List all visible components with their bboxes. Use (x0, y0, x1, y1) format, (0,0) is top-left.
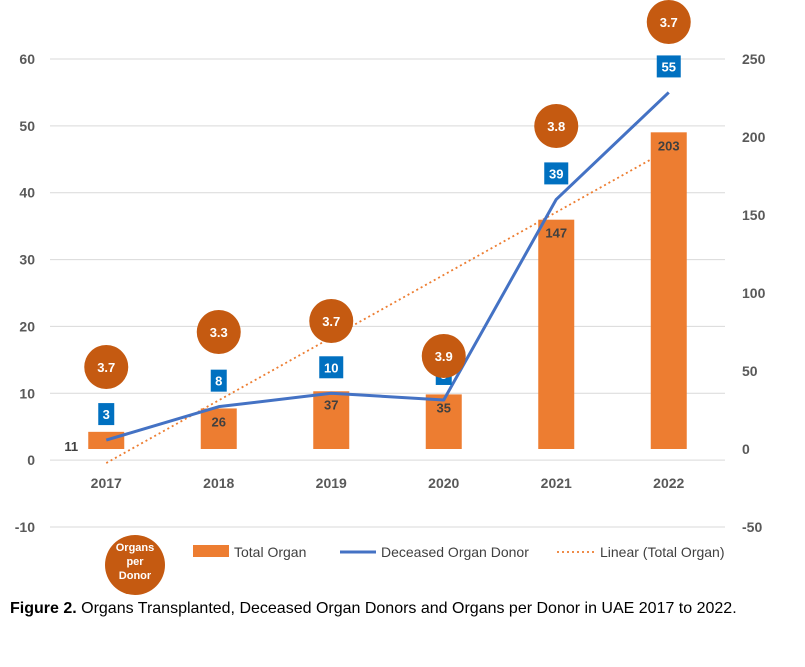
organs-per-donor-circle (421, 334, 466, 378)
legend-organs-per-donor-label: Organs (116, 542, 155, 554)
right-tick-label: 100 (742, 285, 766, 301)
figure-caption: Figure 2. Organs Transplanted, Deceased … (10, 600, 800, 618)
right-tick-label: 50 (742, 363, 758, 379)
line-data-label: 3 (103, 407, 110, 422)
line-data-label-box (210, 369, 227, 392)
organs-per-donor-value: 3.3 (210, 325, 228, 340)
left-tick-label: 20 (19, 318, 35, 334)
legend-bar-swatch (193, 545, 229, 557)
caption-prefix: Figure 2. (10, 600, 77, 617)
right-tick-label: 0 (742, 441, 750, 457)
left-tick-label: 40 (19, 185, 35, 201)
legend-organs-per-donor-label: Donor (119, 570, 152, 582)
legend-line-label: Deceased Organ Donor (381, 544, 529, 560)
category-label: 2020 (428, 475, 459, 491)
bar (538, 219, 575, 449)
bar-data-label: 35 (437, 400, 451, 415)
organs-per-donor-value: 3.7 (322, 314, 340, 329)
left-tick-label: 50 (19, 118, 35, 134)
category-label: 2021 (541, 475, 572, 491)
legend: Organs per Donor Total Organ Deceased Organ … (105, 535, 725, 595)
organs-per-donor-circle (646, 0, 691, 44)
right-tick-label: 200 (742, 129, 766, 145)
line-data-label: 39 (549, 166, 563, 181)
bar (425, 394, 462, 449)
category-axis: 2017 2018 2019 2020 2021 2022 (91, 475, 685, 491)
caption-text: Organs Transplanted, Deceased Organ Dono… (76, 600, 737, 617)
legend-organs-per-donor-circle (105, 535, 165, 595)
organs-per-donor-circle (534, 104, 579, 148)
right-tick-label: 250 (742, 51, 766, 67)
category-label: 2017 (91, 475, 122, 491)
combo-chart: -10 0 10 20 30 40 50 60 -50 0 50 100 150 200 250 11 26… (15, 0, 766, 595)
category-label: 2018 (203, 475, 234, 491)
line-data-label: 10 (324, 360, 338, 375)
bar (88, 431, 125, 449)
legend-bar-label: Total Organ (234, 544, 306, 560)
left-tick-label: 10 (19, 385, 35, 401)
organs-per-donor-circle (309, 299, 354, 343)
right-axis: -50 0 50 100 150 200 250 (742, 51, 766, 535)
organs-per-donor-value: 3.9 (435, 349, 453, 364)
line-series-deceased-donor: 381093955 (98, 55, 681, 442)
organs-per-donor-circle (196, 310, 241, 354)
bar (650, 132, 687, 449)
left-tick-label: -10 (15, 519, 35, 535)
category-label: 2022 (653, 475, 684, 491)
organs-per-donor-value: 3.8 (547, 119, 565, 134)
bar-data-label: 11 (64, 439, 78, 454)
gridlines (50, 58, 725, 528)
right-tick-label: -50 (742, 519, 762, 535)
line-data-label: 8 (215, 374, 222, 389)
series-line (105, 91, 670, 442)
line-data-label-box (656, 55, 681, 78)
bar-data-label: 203 (658, 138, 680, 153)
line-data-label-box (98, 403, 115, 426)
category-label: 2019 (316, 475, 347, 491)
bar (200, 408, 237, 449)
trendline-series (105, 148, 670, 464)
left-tick-label: 0 (27, 452, 35, 468)
line-data-label-box (544, 162, 569, 185)
trendline (105, 148, 670, 464)
bar-data-label: 147 (545, 226, 567, 241)
bar-data-label: 37 (324, 397, 338, 412)
bar (313, 391, 350, 449)
organs-per-donor-value: 3.7 (97, 360, 115, 375)
bar-series-total-organ: 11 26 37 35 147 203 (64, 132, 687, 454)
left-axis: -10 0 10 20 30 40 50 60 (15, 51, 35, 535)
organs-per-donor-markers: 3.7 3.3 3.7 3.9 3.8 3.7 (84, 0, 691, 389)
left-tick-label: 30 (19, 252, 35, 268)
legend-trend-label: Linear (Total Organ) (600, 544, 725, 560)
line-data-label-box (319, 356, 344, 379)
legend-organs-per-donor-label: per (126, 556, 144, 568)
left-tick-label: 60 (19, 51, 35, 67)
line-data-label: 55 (662, 59, 676, 74)
right-tick-label: 150 (742, 207, 766, 223)
organs-per-donor-circle (84, 345, 129, 389)
organs-per-donor-value: 3.7 (660, 15, 678, 30)
bar-data-label: 26 (212, 414, 226, 429)
